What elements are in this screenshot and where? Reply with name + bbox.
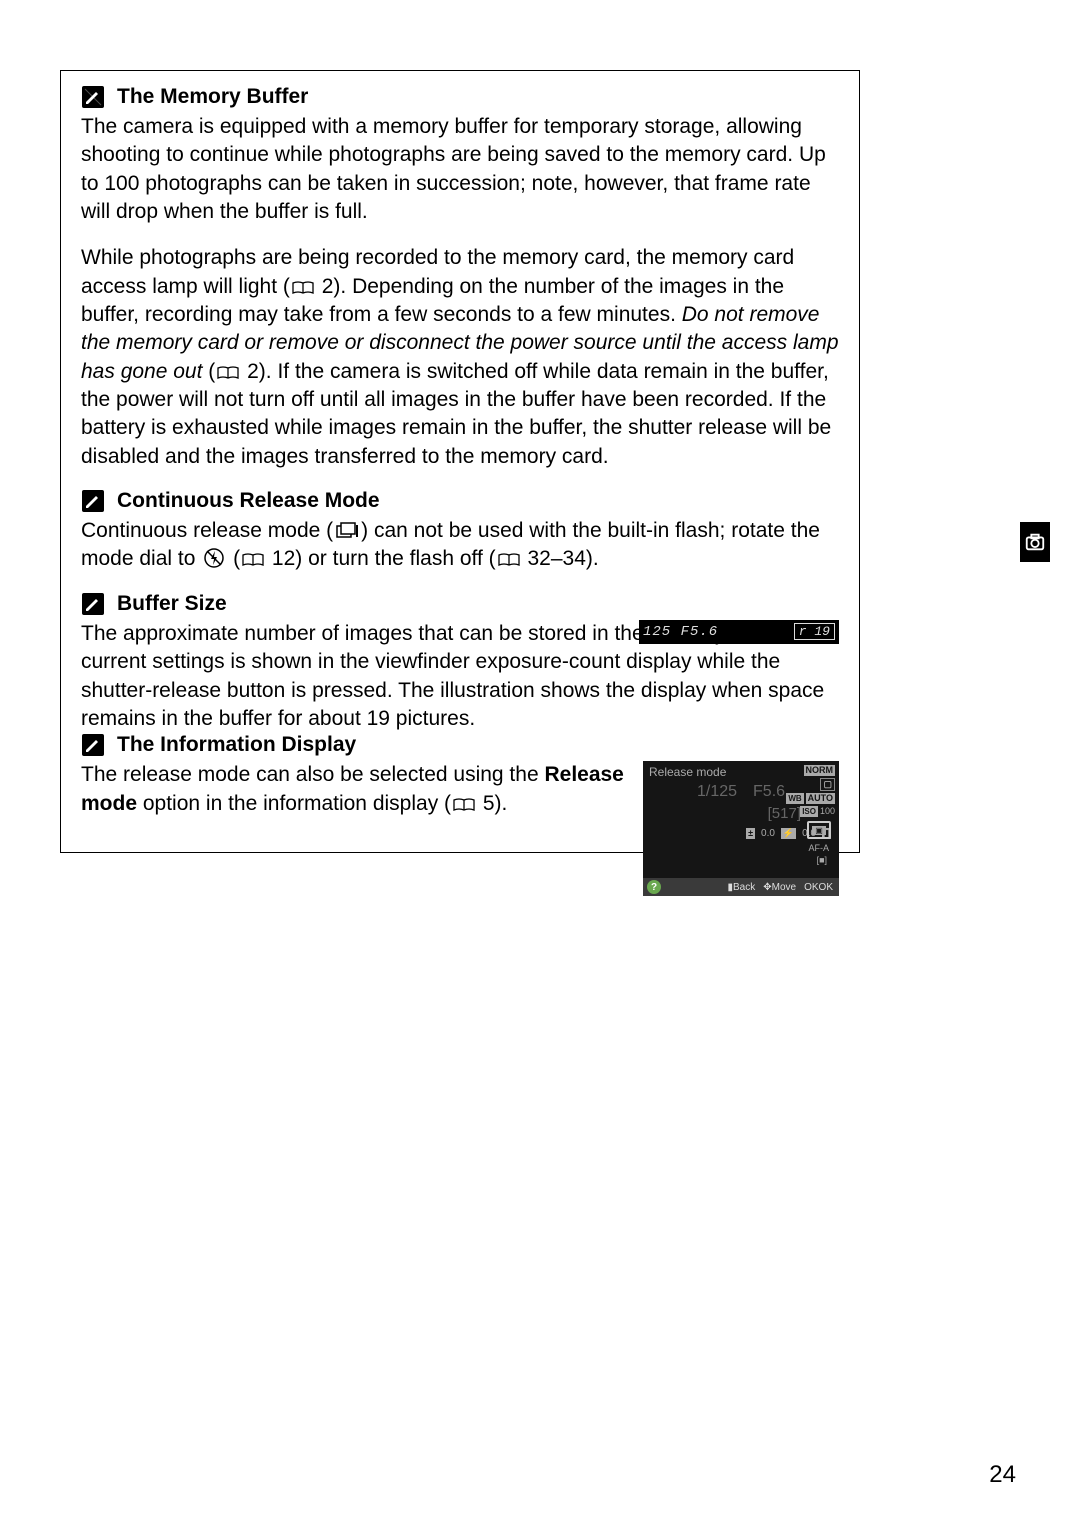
memory-buffer-heading: The Memory Buffer xyxy=(117,85,308,109)
lcd-badge-norm: NORM xyxy=(804,765,836,776)
lcd-badge-afa: AF-A xyxy=(808,843,829,853)
continuous-heading: Continuous Release Mode xyxy=(117,489,380,513)
pencil-icon xyxy=(81,733,105,757)
cont-ref2: 32–34). xyxy=(522,547,599,570)
lcd-bottom-bar: ? ▮Back ✥Move OKOK xyxy=(643,878,839,896)
camera-lcd-figure: Release mode NORM ▢ WBAUTO ISO100 1/125 … xyxy=(643,761,839,896)
lcd-badges: NORM ▢ WBAUTO ISO100 xyxy=(786,765,835,817)
chapter-tab-camera-icon xyxy=(1020,522,1050,562)
notes-box: The Memory Buffer The camera is equipped… xyxy=(60,70,860,853)
cont-p-c: ( xyxy=(227,547,240,570)
cont-p-a: Continuous release mode ( xyxy=(81,519,333,542)
memory-buffer-p2: While photographs are being recorded to … xyxy=(81,244,839,471)
buffer-size-header: Buffer Size xyxy=(81,592,839,616)
lcd-shutter: 1/125 xyxy=(697,783,737,801)
ev-chip: ± xyxy=(746,828,755,839)
viewfinder-exposure: 125 F5.6 xyxy=(643,624,718,640)
id-p-ref: 5). xyxy=(477,792,507,815)
page-ref-icon xyxy=(217,360,239,374)
pencil-icon xyxy=(81,489,105,513)
lcd-badge-iso: ISO xyxy=(800,806,818,817)
flash-off-icon xyxy=(203,547,225,569)
viewfinder-display: 125 F5.6 r 19 xyxy=(639,620,839,644)
page-ref-icon xyxy=(453,792,475,806)
page-ref-icon xyxy=(498,547,520,561)
lcd-iso-val: 100 xyxy=(820,806,835,817)
id-p-b: option in the information display ( xyxy=(137,792,451,815)
cont-ref1: 12) or turn the flash off ( xyxy=(266,547,496,570)
viewfinder-buffer-count: r 19 xyxy=(794,623,835,640)
lcd-move: ✥Move xyxy=(763,882,796,893)
id-p-a: The release mode can also be selected us… xyxy=(81,763,544,786)
pencil-icon xyxy=(81,592,105,616)
buffer-size-heading: Buffer Size xyxy=(117,592,227,616)
lcd-release-icon: ▣ xyxy=(812,826,826,835)
help-icon: ? xyxy=(647,880,661,894)
lcd-ok: OKOK xyxy=(804,882,833,893)
lcd-aperture: F5.6 xyxy=(753,783,785,801)
memory-buffer-p1: The camera is equipped with a memory buf… xyxy=(81,113,839,226)
lcd-badge-wb: WB xyxy=(786,793,803,804)
continuous-mode-icon xyxy=(335,522,359,540)
page-number: 24 xyxy=(989,1461,1016,1489)
info-display-header: The Information Display xyxy=(81,733,839,757)
lcd-area-icon: [■] xyxy=(817,855,827,865)
page-ref-icon xyxy=(292,275,314,289)
page-ref-icon xyxy=(242,547,264,561)
info-display-section: The release mode can also be selected us… xyxy=(81,761,839,818)
pencil-icon xyxy=(81,85,105,109)
lcd-badge-auto: AUTO xyxy=(806,793,835,804)
continuous-p: Continuous release mode () can not be us… xyxy=(81,517,839,574)
lcd-badge-size-icon: ▢ xyxy=(820,778,835,791)
lcd-back: ▮Back xyxy=(728,882,756,893)
mb-p2-ref2-prefix: ( xyxy=(202,360,215,383)
memory-buffer-header: The Memory Buffer xyxy=(81,85,839,109)
ev-val: 0.0 xyxy=(761,828,775,839)
buffer-size-section: 125 F5.6 r 19 The approximate number of … xyxy=(81,620,839,733)
continuous-header: Continuous Release Mode xyxy=(81,489,839,513)
flash-chip: ⚡ xyxy=(781,828,796,839)
lcd-release-mode-highlight: ▣ xyxy=(807,821,831,839)
info-display-heading: The Information Display xyxy=(117,733,356,757)
